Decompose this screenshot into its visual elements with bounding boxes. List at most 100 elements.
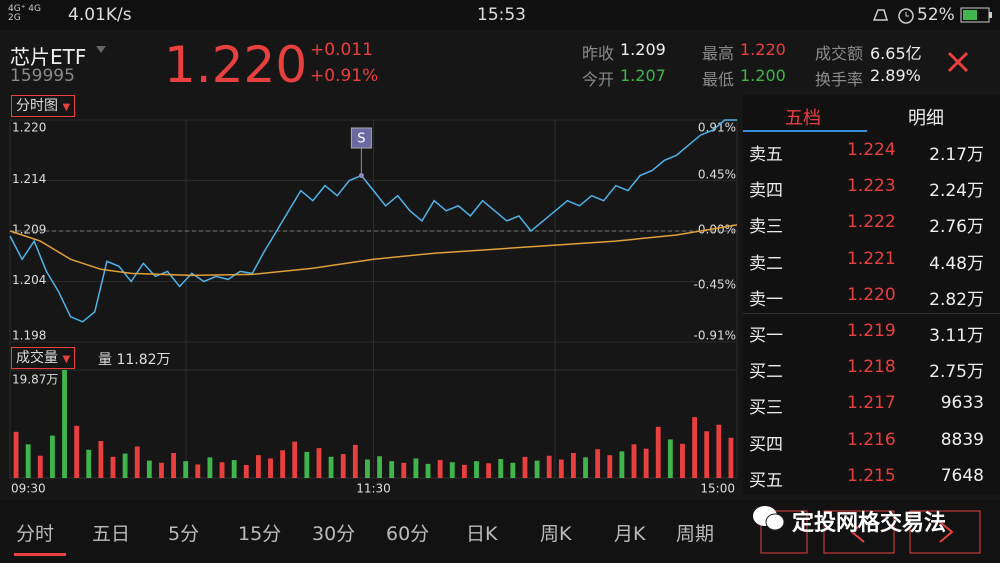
watermark: 定投网格交易法 [792, 511, 947, 536]
volume-bar [219, 462, 225, 478]
volume-bar [655, 426, 661, 478]
bottom-tab[interactable]: 5分 [168, 523, 200, 545]
volume-bar [13, 431, 19, 478]
book-volume: 7648 [940, 465, 984, 486]
divider [743, 313, 1000, 314]
volume-bar [510, 462, 516, 478]
volume-bar [122, 453, 128, 478]
y2-tick-label: 0.00% [698, 223, 736, 237]
volume-bar [280, 450, 286, 478]
volume-bar [74, 425, 80, 478]
book-price: 1.222 [847, 212, 896, 233]
bottom-tab[interactable]: 15分 [238, 523, 282, 545]
volume-bar [498, 458, 504, 478]
volume-bar [110, 456, 116, 478]
volume-bar [365, 459, 370, 478]
book-price: 1.218 [847, 357, 896, 378]
bottom-tab[interactable]: 周K [540, 523, 572, 545]
stat-value: 1.207 [620, 66, 666, 85]
bottom-tab[interactable]: 日K [466, 523, 498, 545]
volume-bar [571, 452, 576, 478]
price-line [9, 119, 737, 323]
book-label: 卖三 [749, 217, 783, 238]
price-line [9, 224, 738, 277]
y-tick-label: 1.204 [12, 273, 46, 287]
book-label: 卖一 [749, 289, 783, 310]
volume-bar [195, 464, 201, 478]
volume-bar [413, 458, 419, 478]
x-tick-label: 09:30 [11, 482, 46, 496]
book-label: 买三 [749, 398, 783, 419]
volume-bar [619, 451, 625, 478]
stat-value: 1.220 [740, 40, 786, 59]
volume-bar [207, 457, 213, 478]
tab-active[interactable]: 五档 [785, 108, 821, 129]
wechat-icon [753, 506, 785, 531]
book-volume: 2.82万 [929, 289, 984, 310]
volume-bar [340, 454, 346, 478]
security-name: 芯片ETF [10, 45, 87, 69]
volume-selector[interactable]: 成交量 ▼ [11, 347, 76, 369]
volume-bar [255, 455, 261, 478]
volume-bar [292, 441, 298, 478]
network: 4G⁺ 4G 2G [8, 4, 42, 23]
volume-bar [316, 448, 322, 478]
chart-selector[interactable]: 分时图 ▼ [11, 95, 76, 117]
chart-selector-label: 分时图 [16, 98, 58, 114]
stat-label: 最低 [702, 70, 735, 89]
book-volume: 9633 [940, 393, 984, 414]
book-volume: 4.48万 [929, 253, 984, 274]
book-price: 1.216 [847, 429, 896, 450]
x-tick-label: 15:00 [700, 482, 735, 496]
volume-bar [401, 462, 407, 478]
volume-bar [62, 370, 67, 478]
annotation-badge [350, 127, 372, 149]
stat-value: 2.89% [870, 66, 921, 85]
bottom-tab[interactable]: 分时 [16, 523, 55, 545]
bottom-tab[interactable]: 60分 [386, 523, 430, 545]
book-volume: 2.17万 [929, 145, 984, 165]
volume-bar [583, 457, 588, 478]
volume-bar [474, 461, 479, 478]
volume-bar [704, 431, 710, 478]
tab[interactable]: 明细 [908, 108, 944, 129]
price-change: +0.011 [310, 40, 373, 60]
status-bar [0, 0, 1000, 30]
volume-bar [268, 458, 273, 478]
book-price: 1.223 [847, 176, 896, 197]
volume-bar [159, 462, 164, 478]
book-price: 1.215 [847, 465, 896, 486]
book-price: 1.219 [847, 321, 896, 341]
volume-bar [377, 456, 382, 478]
stat-label: 换手率 [815, 70, 864, 89]
book-price: 1.220 [847, 284, 896, 305]
status-icons [872, 8, 914, 24]
nav-buttons[interactable] [760, 510, 1000, 556]
volume-bar [607, 455, 613, 478]
bottom-tab[interactable]: 五日 [92, 523, 131, 545]
volume-bar [522, 456, 528, 478]
book-volume: 2.76万 [929, 217, 984, 238]
volume-bar [534, 460, 540, 478]
volume-bar [243, 464, 249, 478]
book-volume: 2.75万 [929, 362, 984, 383]
bottom-tab[interactable]: 周期 [676, 523, 715, 545]
stat-label: 昨收 [582, 44, 615, 63]
volume-bar [98, 441, 104, 478]
volume-bar [558, 459, 564, 478]
volume-bar [146, 460, 152, 478]
dropdown-arrow[interactable] [96, 46, 106, 54]
battery-level: 52% [917, 5, 955, 25]
clock: 15:53 [477, 5, 526, 25]
volume-bar [49, 435, 55, 478]
book-label: 卖五 [749, 145, 783, 165]
book-volume: 8839 [940, 429, 984, 450]
annotation-label: S [357, 132, 365, 147]
close-button[interactable] [946, 50, 970, 74]
volume-bar [231, 460, 237, 478]
volume-bar [389, 461, 395, 478]
volume-bar [680, 443, 685, 478]
volume-bar [643, 448, 649, 478]
bottom-tab[interactable]: 月K [614, 523, 646, 545]
bottom-tab[interactable]: 30分 [312, 523, 356, 545]
